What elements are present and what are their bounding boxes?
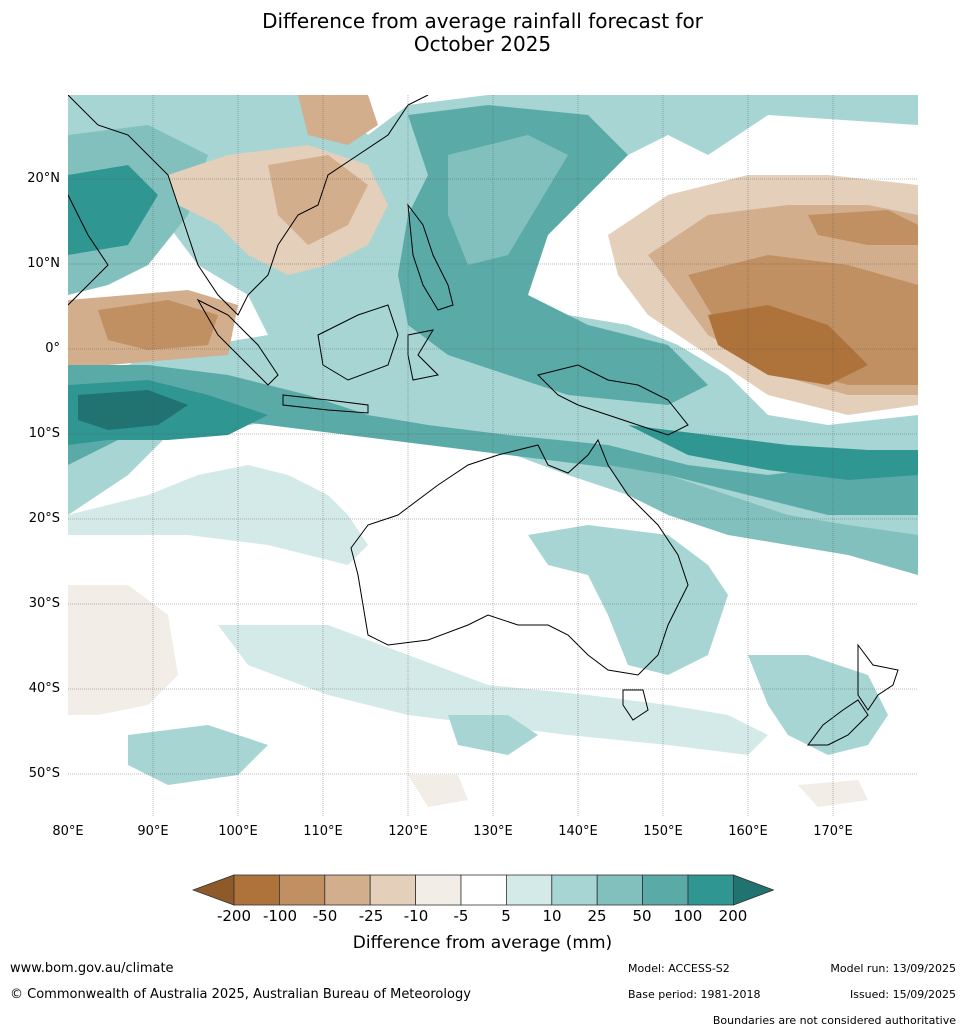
colorbar-cells — [192, 874, 774, 906]
australia-outline — [350, 438, 689, 676]
cb-tick-2: -50 — [312, 907, 338, 925]
footer-issued: Issued: 15/09/2025 — [849, 988, 956, 1001]
lon-label-80e: 80°E — [52, 824, 84, 839]
cb-tick-4: -10 — [403, 907, 429, 925]
asia-mainland-outline — [68, 95, 429, 316]
lat-label-10s: 10°S — [28, 426, 60, 441]
colorbar-cell — [596, 874, 644, 906]
cb-tick-1: -100 — [262, 907, 298, 925]
footer-boundaries-note: Boundaries are not considered authoritat… — [712, 1014, 956, 1027]
colorbar-cell — [551, 874, 598, 906]
colorbar-cell — [415, 874, 462, 906]
borneo-outline — [317, 304, 399, 381]
cb-tick-5: -5 — [453, 907, 469, 925]
lon-label-100e: 100°E — [218, 824, 258, 839]
new-zealand-south-outline — [807, 699, 869, 746]
india-outline — [68, 194, 109, 306]
title-line-2: October 2025 — [413, 32, 552, 56]
new-guinea-outline — [537, 364, 689, 436]
cb-tick-9: 50 — [632, 907, 652, 925]
new-zealand-north-outline — [857, 643, 899, 711]
map-title: Difference from average rainfall forecas… — [0, 10, 965, 56]
lon-label-130e: 130°E — [473, 824, 513, 839]
footer-model-run: Model run: 13/09/2025 — [830, 962, 956, 975]
colorbar-cell — [460, 874, 507, 906]
colorbar-cell — [324, 874, 371, 906]
colorbar-title: Difference from average (mm) — [352, 933, 613, 953]
colorbar-cell — [505, 874, 553, 906]
footer-website: www.bom.gov.au/climate — [10, 961, 174, 976]
philippines-outline — [407, 203, 454, 311]
colorbar-cell — [642, 874, 689, 906]
cb-tick-7: 10 — [542, 907, 562, 925]
rainfall-map — [68, 95, 918, 817]
map-canvas — [68, 95, 918, 817]
cb-tick-8: 25 — [587, 907, 607, 925]
cb-tick-3: -25 — [358, 907, 384, 925]
lon-label-140e: 140°E — [558, 824, 598, 839]
footer-copyright: © Commonwealth of Australia 2025, Austra… — [10, 987, 471, 1002]
lon-label-120e: 120°E — [388, 824, 428, 839]
lat-label-30s: 30°S — [28, 596, 60, 611]
sumatra-outline — [196, 298, 279, 386]
footer-base-period: Base period: 1981-2018 — [628, 988, 761, 1001]
cb-tick-0: -200 — [216, 907, 252, 925]
colorbar-cell — [279, 874, 326, 906]
colorbar-cell — [687, 874, 734, 906]
graticule — [68, 95, 918, 817]
lat-label-20n: 20°N — [27, 171, 60, 186]
java-outline — [282, 394, 369, 414]
lon-label-150e: 150°E — [643, 824, 683, 839]
colorbar-extend-high — [733, 874, 774, 906]
dry-anomaly-regions — [68, 95, 918, 807]
lat-label-0: 0° — [45, 341, 60, 356]
lon-label-90e: 90°E — [137, 824, 169, 839]
lon-label-110e: 110°E — [303, 824, 343, 839]
lat-label-10n: 10°N — [27, 256, 60, 271]
colorbar — [192, 874, 774, 906]
lon-label-170e: 170°E — [813, 824, 853, 839]
cb-tick-6: 5 — [501, 907, 511, 925]
colorbar-cell — [233, 874, 280, 906]
cb-tick-11: 200 — [718, 907, 748, 925]
footer-model: Model: ACCESS-S2 — [628, 962, 730, 975]
lon-label-160e: 160°E — [728, 824, 768, 839]
colorbar-extend-low — [192, 874, 235, 906]
tasmania-outline — [622, 689, 649, 721]
title-line-1: Difference from average rainfall forecas… — [262, 9, 703, 33]
cb-tick-10: 100 — [673, 907, 703, 925]
colorbar-cell — [369, 874, 416, 906]
coastlines — [68, 95, 899, 746]
lat-label-20s: 20°S — [28, 511, 60, 526]
lat-label-40s: 40°S — [28, 681, 60, 696]
lat-label-50s: 50°S — [28, 766, 60, 781]
